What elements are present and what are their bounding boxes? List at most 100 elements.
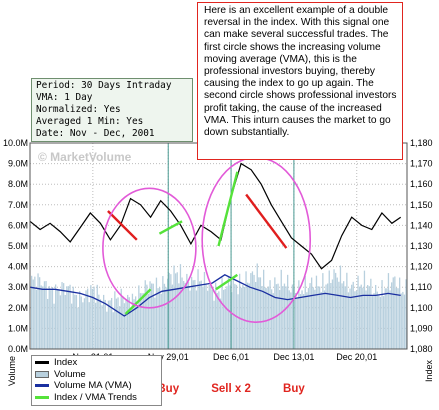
volume-bar (327, 283, 329, 349)
y-right-tick-label: 1,080 (410, 344, 433, 354)
legend-swatch-vma (35, 384, 49, 388)
volume-bar (51, 287, 54, 349)
y-right-tick-label: 1,090 (410, 323, 433, 333)
volume-bar (379, 296, 382, 349)
legend-label-index: Index (54, 357, 78, 368)
volume-bar (392, 277, 394, 349)
legend-swatch-volume (35, 370, 49, 378)
volume-bar (34, 276, 36, 349)
volume-bar (106, 311, 108, 349)
volume-bar (162, 276, 164, 349)
series-index (29, 162, 402, 270)
volume-bar (378, 295, 380, 349)
volume-bar (213, 300, 215, 349)
volume-bar (154, 297, 156, 349)
volume-bar (223, 289, 225, 349)
legend-label-vma: Volume MA (VMA) (54, 380, 132, 391)
volume-bar (90, 285, 92, 349)
settings-panel: Period: 30 Days Intraday VMA: 1 Day Norm… (31, 78, 193, 142)
volume-bar (109, 300, 111, 349)
volume-bar (365, 290, 367, 349)
volume-bar (277, 283, 279, 349)
volume-bar (77, 307, 79, 349)
volume-bar (163, 283, 166, 349)
volume-bar (167, 278, 169, 349)
volume-bar (267, 286, 270, 349)
volume-bar (35, 289, 38, 349)
volume-bar (186, 273, 188, 349)
volume-bar (184, 282, 186, 349)
volume-bar (66, 286, 68, 349)
volume-bar (264, 287, 266, 349)
volume-bar (175, 273, 177, 349)
volume-bar (143, 293, 145, 349)
volume-bar (282, 286, 284, 349)
volume-bar (239, 273, 241, 349)
volume-bar (242, 284, 244, 349)
volume-bar (56, 289, 58, 349)
y-right-tick-label: 1,160 (410, 179, 433, 189)
trend-line (124, 288, 152, 315)
volume-bar (31, 275, 33, 349)
volume-bar (82, 302, 84, 349)
volume-bar (179, 264, 182, 349)
volume-bar (195, 290, 198, 349)
y-right-tick-label: 1,150 (410, 200, 433, 210)
trend-line (158, 220, 183, 235)
volume-bar (194, 279, 196, 349)
volume-bar (317, 286, 319, 349)
volume-bar (99, 299, 102, 349)
volume-bar (328, 270, 330, 349)
volume-bar (309, 283, 311, 349)
volume-bar (383, 296, 385, 349)
volume-bar (79, 291, 81, 349)
volume-bar (263, 269, 265, 349)
volume-bar (61, 282, 63, 349)
volume-bar (53, 303, 55, 349)
volume-bar (351, 284, 353, 349)
volume-bar (50, 290, 52, 349)
volume-bar (250, 273, 252, 349)
volume-bar (202, 286, 204, 349)
y-left-tick-label: 1.0M (8, 323, 28, 333)
volume-bar (32, 279, 34, 349)
volume-bar (359, 286, 361, 349)
volume-bar (119, 306, 121, 349)
volume-bar (349, 288, 351, 349)
volume-bar (144, 280, 146, 349)
volume-bar (299, 294, 302, 349)
volume-bar (207, 290, 209, 349)
volume-bar (191, 276, 193, 349)
volume-bar (216, 292, 218, 349)
volume-bar (296, 298, 298, 349)
volume-bar (258, 277, 260, 349)
volume-bar (155, 277, 158, 349)
volume-bar (139, 293, 142, 349)
volume-bar (371, 295, 374, 349)
volume-bar (45, 281, 47, 349)
volume-bar (347, 292, 350, 349)
series-vma (29, 274, 401, 317)
volume-bar (103, 294, 105, 349)
volume-bar (208, 284, 210, 349)
volume-bar (120, 288, 122, 349)
volume-bar (199, 281, 201, 349)
trend-lines (107, 171, 288, 315)
volume-bar (210, 284, 212, 349)
volume-bar (363, 270, 366, 349)
volume-bar (323, 290, 326, 349)
volume-bar (370, 278, 372, 349)
signal-label: Buy (283, 383, 305, 395)
volume-bar (295, 292, 297, 349)
volume-bar (269, 280, 271, 349)
volume-bar (93, 286, 95, 349)
volume-bar (157, 288, 159, 349)
volume-bar (399, 277, 401, 349)
volume-bar (200, 280, 202, 349)
volume-bar (168, 272, 170, 349)
volume-bar (189, 290, 191, 349)
y-left-tick-label: 8.0M (8, 179, 28, 189)
volume-bar (387, 273, 390, 349)
volume-bar (149, 281, 151, 349)
volume-bar (96, 284, 98, 349)
